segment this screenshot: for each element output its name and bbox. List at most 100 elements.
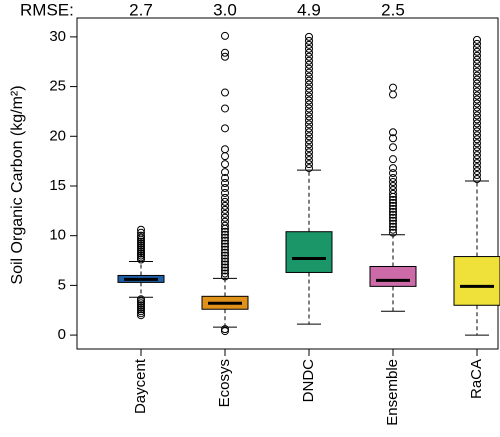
rmse-value: 2.7 bbox=[129, 0, 153, 19]
outlier bbox=[305, 144, 313, 153]
outlier bbox=[137, 297, 145, 306]
outlier bbox=[473, 119, 481, 128]
outlier bbox=[137, 228, 145, 237]
outlier bbox=[137, 241, 145, 250]
outlier bbox=[137, 301, 145, 310]
outlier bbox=[389, 164, 397, 173]
outlier bbox=[473, 175, 481, 184]
outlier bbox=[221, 227, 229, 236]
outlier bbox=[389, 225, 397, 234]
outlier bbox=[221, 205, 229, 214]
outlier bbox=[305, 44, 313, 53]
outlier bbox=[137, 251, 145, 260]
rmse-label: RMSE: bbox=[20, 0, 74, 19]
outlier bbox=[389, 228, 397, 237]
outlier bbox=[389, 204, 397, 213]
outlier bbox=[473, 167, 481, 176]
y-tick-label: 0 bbox=[58, 326, 66, 343]
outlier bbox=[221, 213, 229, 222]
outlier bbox=[221, 245, 229, 254]
outlier bbox=[473, 75, 481, 84]
outlier bbox=[473, 159, 481, 168]
outlier bbox=[221, 104, 229, 113]
outlier bbox=[473, 135, 481, 144]
outlier bbox=[137, 225, 145, 234]
outlier bbox=[137, 309, 145, 318]
outlier bbox=[389, 181, 397, 190]
outlier bbox=[221, 174, 229, 183]
box bbox=[285, 231, 333, 273]
outlier bbox=[473, 39, 481, 48]
outlier bbox=[473, 171, 481, 180]
outlier bbox=[221, 201, 229, 210]
outlier bbox=[137, 249, 145, 258]
outlier bbox=[389, 210, 397, 219]
outlier bbox=[221, 209, 229, 218]
outlier bbox=[305, 60, 313, 69]
outlier bbox=[137, 295, 145, 304]
x-tick-label: Daycent bbox=[132, 358, 149, 414]
outlier bbox=[389, 201, 397, 210]
outlier bbox=[305, 104, 313, 113]
outlier bbox=[389, 222, 397, 231]
outlier bbox=[389, 213, 397, 222]
outlier bbox=[221, 193, 229, 202]
outlier bbox=[473, 51, 481, 60]
y-axis-title: Soil Organic Carbon (kg/m²) bbox=[9, 85, 26, 284]
outlier bbox=[221, 124, 229, 133]
outlier bbox=[221, 269, 229, 278]
y-tick-label: 15 bbox=[49, 177, 66, 194]
outlier bbox=[221, 221, 229, 230]
plot-frame bbox=[76, 17, 499, 350]
outlier bbox=[221, 327, 229, 336]
outlier bbox=[221, 179, 229, 188]
outlier bbox=[305, 124, 313, 133]
x-tick-label: Ensemble bbox=[384, 359, 401, 426]
outlier bbox=[221, 217, 229, 226]
outlier bbox=[389, 83, 397, 92]
outlier bbox=[473, 43, 481, 52]
outlier bbox=[473, 99, 481, 108]
outlier bbox=[221, 242, 229, 251]
outlier bbox=[221, 183, 229, 192]
outlier bbox=[473, 123, 481, 132]
outlier bbox=[221, 239, 229, 248]
outlier bbox=[221, 168, 229, 177]
outlier bbox=[305, 72, 313, 81]
outlier bbox=[389, 90, 397, 99]
outlier bbox=[389, 134, 397, 143]
outlier bbox=[473, 147, 481, 156]
outlier bbox=[473, 131, 481, 140]
outlier bbox=[473, 95, 481, 104]
outlier bbox=[221, 260, 229, 269]
outlier bbox=[221, 230, 229, 239]
outlier bbox=[137, 299, 145, 308]
outlier bbox=[473, 59, 481, 68]
rmse-value: 4.9 bbox=[297, 0, 321, 19]
outlier bbox=[221, 236, 229, 245]
outlier bbox=[473, 163, 481, 172]
outlier bbox=[473, 127, 481, 136]
outlier bbox=[137, 253, 145, 262]
outlier bbox=[389, 189, 397, 198]
y-tick-label: 10 bbox=[49, 227, 66, 244]
outlier bbox=[305, 88, 313, 97]
outlier bbox=[389, 174, 397, 183]
outlier bbox=[137, 237, 145, 246]
outlier bbox=[305, 48, 313, 57]
outlier bbox=[137, 239, 145, 248]
outlier bbox=[305, 52, 313, 61]
y-tick-label: 5 bbox=[58, 276, 66, 293]
outlier bbox=[473, 87, 481, 96]
outlier bbox=[221, 152, 229, 161]
outlier bbox=[389, 207, 397, 216]
outlier bbox=[221, 31, 229, 40]
outlier bbox=[473, 115, 481, 124]
outlier bbox=[473, 91, 481, 100]
outlier bbox=[305, 32, 313, 41]
outlier bbox=[221, 254, 229, 263]
outlier bbox=[221, 160, 229, 169]
outlier bbox=[305, 80, 313, 89]
outlier bbox=[137, 303, 145, 312]
